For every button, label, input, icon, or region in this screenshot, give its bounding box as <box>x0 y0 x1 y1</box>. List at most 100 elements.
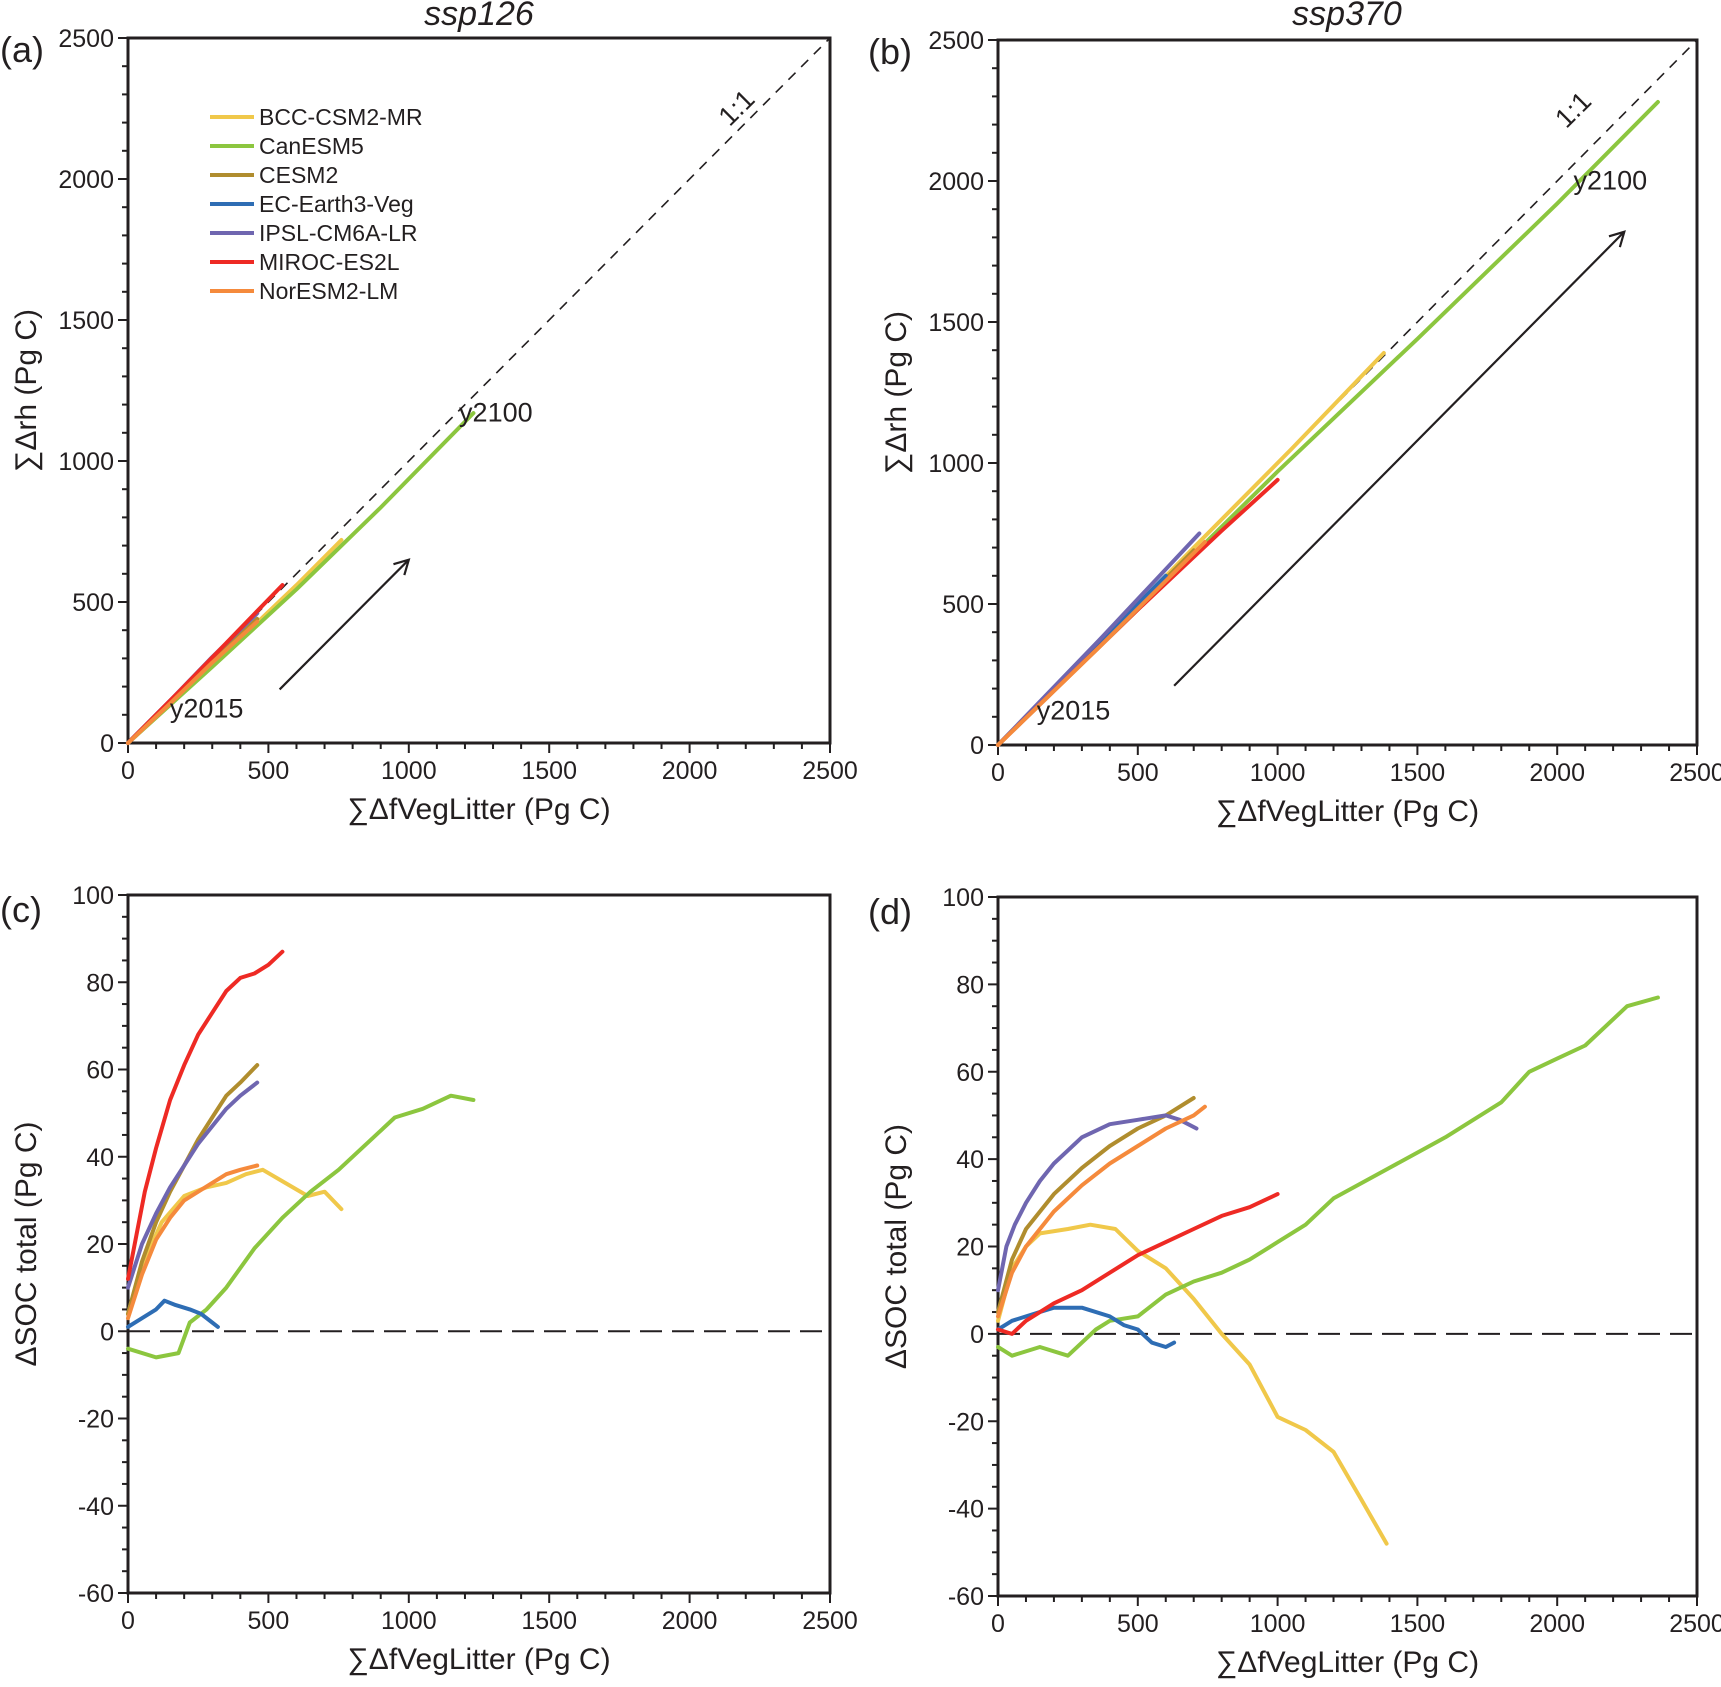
y-tick-label: 40 <box>956 1146 984 1174</box>
x-tick-label: 1500 <box>1390 1610 1446 1638</box>
legend-label: EC-Earth3-Veg <box>259 191 414 217</box>
y-tick-label: 100 <box>72 882 114 910</box>
x-tick-label: 1000 <box>1250 1610 1306 1638</box>
annotation-11: 1:1 <box>1549 86 1597 134</box>
series-line-ec-earth3-veg <box>126 1298 220 1329</box>
y-tick-label: 40 <box>86 1144 114 1172</box>
y-tick-label: 2000 <box>58 166 114 194</box>
series-line-ipsl-cm6a-lr <box>126 1080 260 1290</box>
series-line-canesm5 <box>126 1093 476 1360</box>
plot-frame <box>126 36 832 745</box>
x-axis-title: ∑ΔfVegLitter (Pg C) <box>1216 1646 1479 1679</box>
legend-label: CESM2 <box>259 162 338 188</box>
y-tick-label: -40 <box>78 1493 114 1521</box>
panel-a: (a) 0 500 1000 1500 2000 2500 0 500 1000 1500 2000 2… <box>0 25 858 826</box>
y-axis-title: ∑Δrh (Pg C) <box>10 309 43 472</box>
x-tick-label: 500 <box>248 757 290 785</box>
series-line-cesm2 <box>996 1096 1196 1314</box>
series-line-bcc-csm2-mr <box>126 1167 344 1316</box>
x-tick-label: 0 <box>121 1607 135 1635</box>
y-tick-label: 20 <box>956 1234 984 1262</box>
y-axis-title: ΔSOC total (Pg C) <box>10 1121 43 1366</box>
scenario-title-ssp126: ssp126 <box>424 0 534 33</box>
series-line-noresm2-lm <box>996 540 1207 747</box>
panel-d: (d) 0 500 1000 1500 2000 2500 -60 -40 -20 0 20 40 60 8… <box>868 884 1721 1679</box>
y-tick-label: -60 <box>78 1580 114 1608</box>
annotation-y2100: y2100 <box>459 398 533 428</box>
x-tick-label: 1000 <box>381 1607 437 1635</box>
plot-frame <box>996 895 1699 1598</box>
y-tick-label: 60 <box>956 1059 984 1087</box>
panel-b: (b) 0 500 1000 1500 2000 2500 0 500 1000 1500 2000 2… <box>868 27 1721 828</box>
annotation-11: 1:1 <box>713 84 761 132</box>
x-tick-label: 0 <box>991 1610 1005 1638</box>
x-tick-label: 2500 <box>1669 759 1721 787</box>
series-line-bcc-csm2-mr <box>996 1222 1389 1546</box>
x-tick-label: 500 <box>248 1607 290 1635</box>
y-tick-label: 1500 <box>928 309 984 337</box>
series-line-noresm2-lm <box>126 1163 260 1321</box>
x-tick-label: 0 <box>121 757 135 785</box>
y-tick-label: 60 <box>86 1057 114 1085</box>
y-tick-label: 80 <box>956 971 984 999</box>
x-tick-label: 1000 <box>1250 759 1306 787</box>
panel-label: (a) <box>0 29 44 70</box>
legend-label: CanESM5 <box>259 133 364 159</box>
x-tick-label: 1500 <box>1390 759 1446 787</box>
time-arrow <box>1173 230 1626 687</box>
y-axis-title: ∑Δrh (Pg C) <box>880 311 913 474</box>
legend-label: IPSL-CM6A-LR <box>259 220 417 246</box>
panel-label: (d) <box>868 891 912 932</box>
legend-label: BCC-CSM2-MR <box>259 104 423 130</box>
scenario-title-ssp370: ssp370 <box>1292 0 1402 33</box>
series-line-ipsl-cm6a-lr <box>996 1113 1199 1293</box>
y-tick-label: 100 <box>942 884 984 912</box>
x-tick-label: 0 <box>991 759 1005 787</box>
time-arrow <box>278 558 410 691</box>
y-tick-label: 0 <box>100 1318 114 1346</box>
y-tick-label: 1500 <box>58 307 114 335</box>
y-tick-label: 1000 <box>928 450 984 478</box>
x-tick-label: 1500 <box>521 757 577 785</box>
plot-frame <box>996 38 1699 747</box>
annotation-y2100: y2100 <box>1574 165 1648 195</box>
panel-label: (c) <box>0 889 42 930</box>
legend-label: NorESM2-LM <box>259 278 398 304</box>
panel-label: (b) <box>868 31 912 72</box>
y-tick-label: 2500 <box>928 27 984 55</box>
y-tick-label: -20 <box>78 1406 114 1434</box>
x-axis-title: ∑ΔfVegLitter (Pg C) <box>347 793 610 826</box>
arrow-head-icon <box>1608 230 1626 248</box>
arrow-head-icon <box>393 558 411 576</box>
y-tick-label: 0 <box>970 1321 984 1349</box>
series-line-miroc-es2l <box>996 1192 1280 1336</box>
y-tick-label: 2000 <box>928 168 984 196</box>
y-tick-label: 0 <box>100 730 114 758</box>
series-line-ec-earth3-veg <box>996 1305 1177 1349</box>
y-tick-label: 1000 <box>58 448 114 476</box>
y-tick-label: 500 <box>942 591 984 619</box>
y-tick-label: 500 <box>72 589 114 617</box>
series-line-noresm2-lm <box>126 619 260 745</box>
series-line-miroc-es2l <box>126 949 285 1281</box>
x-axis-title: ∑ΔfVegLitter (Pg C) <box>1216 795 1479 828</box>
legend-label: MIROC-ES2L <box>259 249 400 275</box>
x-axis-title: ∑ΔfVegLitter (Pg C) <box>347 1643 610 1676</box>
y-tick-label: -60 <box>948 1583 984 1611</box>
y-tick-label: -40 <box>948 1496 984 1524</box>
x-tick-label: 2000 <box>1529 759 1585 787</box>
x-tick-label: 2000 <box>662 757 718 785</box>
y-tick-label: 2500 <box>58 25 114 53</box>
series-line-canesm5 <box>996 995 1660 1358</box>
x-tick-label: 2000 <box>1529 1610 1585 1638</box>
x-tick-label: 500 <box>1117 1610 1159 1638</box>
y-tick-label: 80 <box>86 969 114 997</box>
annotation-y2015: y2015 <box>1037 696 1111 726</box>
x-tick-label: 500 <box>1117 759 1159 787</box>
x-tick-label: 2500 <box>1669 1610 1721 1638</box>
y-tick-label: 20 <box>86 1231 114 1259</box>
panel-c: (c) 0 500 1000 1500 2000 2500 -60 -40 -20 0 20 40 60 8… <box>0 882 858 1676</box>
y-tick-label: -20 <box>948 1408 984 1436</box>
plot-frame <box>126 893 832 1595</box>
